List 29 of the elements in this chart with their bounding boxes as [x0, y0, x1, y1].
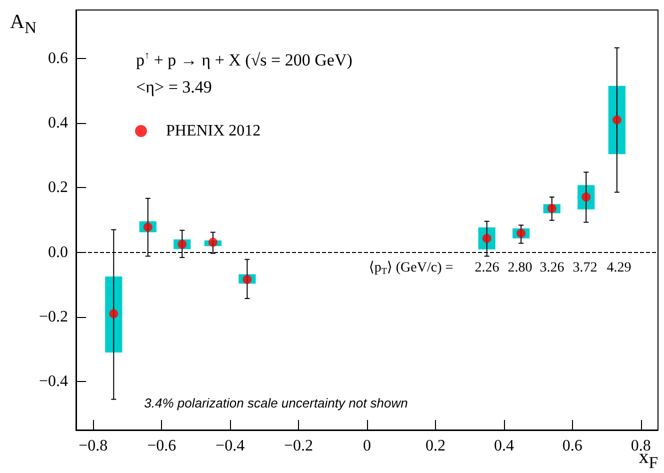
y-tick-label: 0.2: [48, 179, 68, 196]
annotation: p↑ + p → η + X (√s = 200 GeV): [136, 50, 352, 70]
annotation: 4.29: [606, 260, 632, 276]
annotation: 2.80: [508, 260, 532, 276]
x-tick-label: −0.8: [78, 438, 108, 454]
x-tick-label: 0.2: [425, 438, 446, 454]
x-tick-label: 0.4: [494, 438, 514, 454]
y-tick-label: 0.4: [48, 114, 68, 132]
annotation: 3.4% polarization scale uncertainty not shown: [144, 396, 408, 410]
annotation: 3.26: [540, 260, 564, 276]
annotation: ⟨pT⟩ (GeV/c) =: [368, 260, 454, 276]
y-tick-label: −0.4: [38, 373, 68, 390]
y-tick-label: 0.0: [48, 244, 68, 261]
x-tick-label: 0: [363, 438, 371, 454]
point: [208, 238, 218, 247]
annotation: <η> = 3.49: [136, 78, 212, 96]
legend-label: PHENIX 2012: [166, 122, 261, 140]
x-tick-label: −0.6: [147, 438, 176, 454]
point: [547, 204, 556, 213]
x-tick-label: 0.6: [562, 438, 582, 454]
point: [612, 115, 622, 124]
point: [109, 309, 118, 318]
annotation: 2.26: [474, 260, 500, 276]
x-tick-label: −0.4: [216, 438, 245, 454]
y-axis-title: A$_{N}$: [10, 11, 36, 38]
y-tick-label: 0.6: [48, 50, 68, 67]
y-tick-label: −0.2: [38, 308, 68, 326]
annotation: 3.72: [572, 260, 598, 276]
x-tick-label: −0.2: [284, 438, 314, 454]
